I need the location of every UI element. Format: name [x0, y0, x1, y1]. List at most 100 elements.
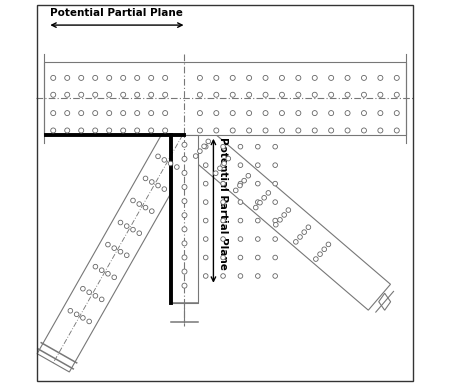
Circle shape: [79, 110, 84, 116]
Circle shape: [256, 255, 260, 260]
Circle shape: [256, 181, 260, 186]
Circle shape: [247, 110, 252, 116]
Circle shape: [149, 209, 154, 213]
Circle shape: [256, 218, 260, 223]
Circle shape: [182, 283, 187, 288]
Circle shape: [378, 75, 383, 80]
Circle shape: [137, 231, 142, 235]
Circle shape: [148, 92, 154, 97]
Circle shape: [345, 128, 350, 133]
Polygon shape: [179, 122, 391, 310]
Circle shape: [198, 149, 202, 154]
Circle shape: [273, 144, 278, 149]
Circle shape: [274, 222, 278, 227]
Circle shape: [221, 144, 225, 149]
Circle shape: [262, 195, 266, 200]
Circle shape: [156, 183, 160, 188]
Circle shape: [378, 128, 383, 133]
Circle shape: [242, 178, 247, 183]
Circle shape: [203, 181, 208, 186]
Circle shape: [361, 92, 366, 97]
Circle shape: [118, 249, 123, 254]
Circle shape: [221, 181, 225, 186]
Circle shape: [247, 92, 252, 97]
Circle shape: [107, 92, 112, 97]
Circle shape: [162, 75, 168, 80]
Bar: [44, 62, 406, 135]
Circle shape: [130, 227, 135, 232]
Circle shape: [135, 75, 140, 80]
Circle shape: [298, 235, 302, 239]
Circle shape: [107, 75, 112, 80]
Circle shape: [182, 227, 187, 232]
Circle shape: [296, 128, 301, 133]
Circle shape: [130, 198, 135, 203]
Circle shape: [238, 163, 243, 168]
Circle shape: [256, 163, 260, 168]
Circle shape: [226, 156, 230, 161]
Circle shape: [328, 128, 333, 133]
Circle shape: [194, 154, 198, 158]
Circle shape: [221, 218, 225, 223]
Circle shape: [312, 110, 317, 116]
Circle shape: [214, 92, 219, 97]
Circle shape: [106, 271, 110, 276]
Circle shape: [263, 92, 268, 97]
Circle shape: [99, 268, 104, 273]
Circle shape: [256, 237, 260, 241]
Circle shape: [328, 110, 333, 116]
Circle shape: [203, 200, 208, 205]
Circle shape: [222, 161, 226, 166]
Circle shape: [203, 163, 208, 168]
Circle shape: [218, 166, 222, 171]
Circle shape: [121, 110, 126, 116]
Circle shape: [214, 128, 219, 133]
Circle shape: [394, 110, 399, 116]
Circle shape: [182, 156, 187, 161]
Circle shape: [149, 179, 154, 184]
Circle shape: [293, 240, 298, 244]
Circle shape: [328, 92, 333, 97]
Circle shape: [65, 110, 70, 116]
Circle shape: [203, 144, 208, 149]
Circle shape: [162, 157, 166, 162]
Circle shape: [221, 200, 225, 205]
Circle shape: [238, 255, 243, 260]
Circle shape: [182, 198, 187, 203]
Circle shape: [162, 128, 168, 133]
Circle shape: [238, 274, 243, 278]
Circle shape: [296, 110, 301, 116]
Circle shape: [162, 110, 168, 116]
Circle shape: [124, 253, 129, 257]
Circle shape: [314, 257, 318, 261]
Circle shape: [182, 185, 187, 190]
Circle shape: [182, 255, 187, 260]
Circle shape: [378, 92, 383, 97]
Circle shape: [162, 92, 168, 97]
Circle shape: [273, 218, 278, 223]
Circle shape: [107, 110, 112, 116]
Circle shape: [118, 220, 123, 225]
Circle shape: [51, 75, 56, 80]
Circle shape: [112, 246, 117, 251]
Circle shape: [345, 75, 350, 80]
Circle shape: [93, 128, 98, 133]
Circle shape: [143, 205, 148, 210]
Circle shape: [238, 144, 243, 149]
Circle shape: [263, 128, 268, 133]
Circle shape: [312, 75, 317, 80]
Circle shape: [312, 128, 317, 133]
Circle shape: [81, 286, 85, 291]
Circle shape: [221, 237, 225, 241]
Circle shape: [198, 110, 203, 116]
Circle shape: [87, 319, 91, 324]
Circle shape: [263, 75, 268, 80]
Bar: [171, 135, 198, 303]
Circle shape: [135, 128, 140, 133]
Circle shape: [322, 247, 327, 252]
Circle shape: [361, 110, 366, 116]
Circle shape: [203, 237, 208, 241]
Circle shape: [238, 237, 243, 241]
Circle shape: [273, 274, 278, 278]
Circle shape: [79, 128, 84, 133]
